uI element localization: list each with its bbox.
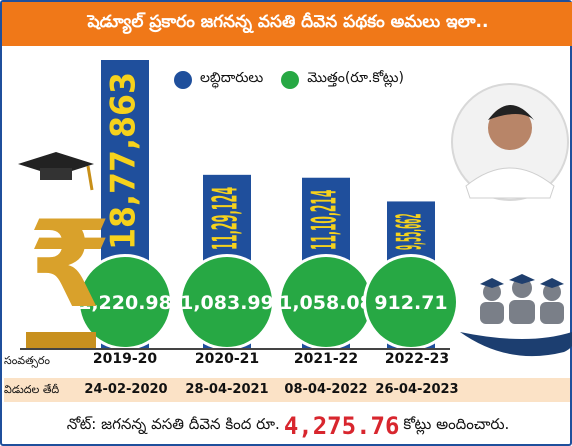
x-axis-line xyxy=(20,348,450,350)
legend-label-beneficiaries: లబ్ధిదారులు xyxy=(200,70,264,86)
value-circle-label-2019-20: 1,220.98 xyxy=(78,292,172,314)
footnote-total: 4,275.76 xyxy=(283,412,400,440)
bar-label-2021-22: 11,10,214 xyxy=(305,190,345,250)
value-circle-label-2020-21: 1,083.99 xyxy=(180,292,274,314)
person-portrait xyxy=(451,83,569,201)
release-date-2022-23: 26-04-2023 xyxy=(375,382,459,397)
legend: లబ్ధిదారులు మొత్తం(రూ.కోట్లు) xyxy=(174,70,404,89)
x-tick-2019-20: 2019-20 xyxy=(92,351,158,367)
x-tick-2022-23: 2022-23 xyxy=(384,351,450,367)
x-tick-2021-22: 2021-22 xyxy=(293,351,359,367)
value-circle-2019-20 xyxy=(80,257,170,347)
value-circle-label-2021-22: 1,058.08 xyxy=(279,292,373,314)
circles-layer: 1,220.98 1,083.99 1,058.08 912.71 xyxy=(77,254,459,350)
footnote-suffix: కోట్లు అందించారు. xyxy=(403,415,510,433)
bar-label-2019-20: 18,77,863 xyxy=(104,72,144,250)
legend-label-total: మొత్తం(రూ.కోట్లు) xyxy=(307,70,404,86)
value-circle-2021-22 xyxy=(281,257,371,347)
legend-swatch-total xyxy=(281,70,300,89)
legend-swatch-beneficiaries xyxy=(174,70,192,89)
value-circle-label-2022-23: 912.71 xyxy=(374,292,447,314)
svg-text:₹: ₹ xyxy=(28,196,112,335)
release-date-2021-22: 08-04-2022 xyxy=(284,382,368,397)
page-title: షెడ్యూల్ ప్రకారం జగనన్న వసతి దీవెన పథకం … xyxy=(2,2,572,46)
value-circle-2022-23 xyxy=(366,257,456,347)
value-circle-2020-21 xyxy=(182,257,272,347)
footnote: నోట్: జగనన్న వసతి దీవెన కింద రూ. 4,275.7… xyxy=(2,406,572,446)
graduates-hand-icon xyxy=(460,274,572,357)
rupee-cap-icon: ₹ xyxy=(18,152,112,350)
release-date-2020-21: 28-04-2021 xyxy=(185,382,269,397)
footnote-prefix: నోట్: జగనన్న వసతి దీవెన కింద రూ. xyxy=(66,415,280,433)
release-date-row-label: విడుదల తేదీ xyxy=(4,383,60,396)
bar-label-2022-23: 9,55,662 xyxy=(390,213,430,250)
x-tick-2020-21: 2020-21 xyxy=(194,351,260,367)
release-date-row xyxy=(4,378,570,402)
bar-label-2020-21: 11,29,124 xyxy=(206,187,246,250)
release-date-2019-20: 24-02-2020 xyxy=(84,382,168,397)
year-row-label: సంవత్సరం xyxy=(4,354,51,367)
beneficiary-chart: 18,77,863 11,29,124 11,10,214 9,55,662 1,22… xyxy=(18,60,572,357)
